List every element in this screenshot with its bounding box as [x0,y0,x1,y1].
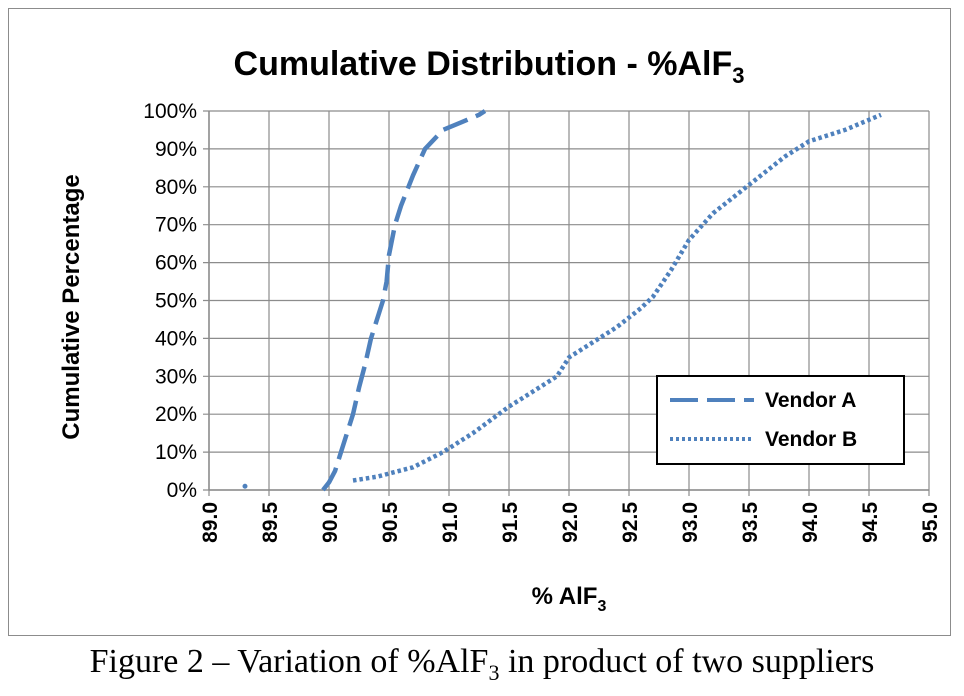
x-tick-label: 90.0 [319,502,342,543]
legend-box [656,375,905,465]
legend-label-vendor-b: Vendor B [765,428,857,451]
y-tick-label: 60% [155,252,197,275]
y-tick-label: 30% [155,365,197,388]
chart-title: Cumulative Distribution - %AlF3 [234,45,745,88]
x-tick-label: 92.0 [559,502,582,543]
vendor-b-line [352,112,882,483]
x-tick-label: 91.5 [499,502,522,543]
y-tick-label: 90% [155,138,197,161]
vendor-a-line [321,109,487,492]
cumulative-distribution-chart: 89.0 89.5 90.0 90.5 91.0 91.5 92.0 92.5 93.0 93.5… [58,45,942,615]
x-tick-label: 89.5 [259,502,282,543]
y-tick-label: 70% [155,214,197,237]
legend: Vendor A Vendor B [656,375,905,465]
x-tick-label: 94.5 [859,502,882,543]
x-tick-label: 90.5 [379,502,402,543]
y-tick-label: 100% [143,100,197,123]
x-axis-title: % AlF3 [532,583,607,615]
grid [203,110,930,496]
figure-caption: Figure 2 – Variation of %AlF3 in product… [0,643,964,686]
x-tick-label: 92.5 [619,502,642,543]
vendor-b-outlier-point [242,483,248,489]
figure-frame: 89.0 89.5 90.0 90.5 91.0 91.5 92.0 92.5 93.0 93.5… [8,8,951,636]
tick-labels: 89.0 89.5 90.0 90.5 91.0 91.5 92.0 92.5 93.0 93.5… [143,100,942,543]
y-tick-label: 80% [155,176,197,199]
caption-text: Figure 2 – Variation of %AlF [89,643,489,680]
y-tick-label: 40% [155,327,197,350]
caption-text-end: in product of two suppliers [499,643,875,680]
y-tick-label: 50% [155,290,197,313]
caption-subscript: 3 [488,659,500,685]
x-tick-label: 94.0 [799,502,822,543]
y-tick-label: 10% [155,441,197,464]
x-tick-label: 93.0 [679,502,702,543]
y-tick-label: 20% [155,403,197,426]
legend-label-vendor-a: Vendor A [765,389,856,412]
x-tick-label: 91.0 [439,502,462,543]
x-tick-label: 93.5 [739,502,762,543]
x-tick-label: 89.0 [199,502,222,543]
y-tick-label: 0% [167,479,197,502]
series-lines [242,109,882,492]
y-axis-title: Cumulative Percentage [58,174,85,439]
x-tick-label: 95.0 [919,502,942,543]
